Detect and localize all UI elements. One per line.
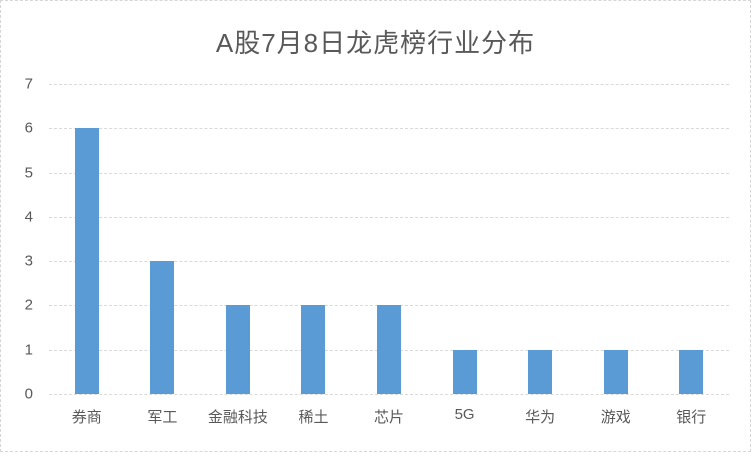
bar-slot bbox=[578, 84, 654, 394]
bar bbox=[225, 305, 250, 394]
y-tick-label: 2 bbox=[24, 296, 33, 314]
gridline bbox=[49, 84, 729, 85]
x-axis-label: 银行 bbox=[676, 409, 707, 426]
y-tick-label: 6 bbox=[24, 119, 33, 137]
x-axis-label: 金融科技 bbox=[207, 409, 268, 426]
bar-slot bbox=[276, 84, 352, 394]
y-tick-label: 1 bbox=[24, 341, 33, 359]
x-axis-label: 芯片 bbox=[374, 409, 405, 426]
bar bbox=[603, 349, 628, 394]
x-axis: 券商 军工 金融科技 稀土 芯片 5G 华为 游戏 银行 bbox=[49, 406, 729, 427]
x-axis-label: 军工 bbox=[147, 409, 178, 426]
y-tick-label: 5 bbox=[24, 164, 33, 182]
bar bbox=[301, 305, 326, 394]
x-axis-label: 游戏 bbox=[600, 409, 631, 426]
gridline bbox=[49, 216, 729, 218]
x-axis-label: 券商 bbox=[71, 409, 102, 426]
x-axis-label: 稀土 bbox=[298, 409, 329, 426]
bar-slot bbox=[351, 84, 427, 394]
bar-slot bbox=[502, 84, 578, 394]
gridline bbox=[49, 172, 729, 174]
y-tick-label: 0 bbox=[24, 385, 33, 403]
bar bbox=[377, 305, 402, 394]
chart-title: A股7月8日龙虎榜行业分布 bbox=[215, 28, 536, 58]
bar bbox=[452, 349, 477, 394]
gridline bbox=[49, 261, 729, 263]
bar-slot bbox=[654, 84, 730, 394]
bar-slot bbox=[200, 84, 276, 394]
bar bbox=[150, 261, 175, 394]
y-axis: 0 1 2 3 4 5 6 7 bbox=[1, 76, 39, 403]
x-axis-label: 5G bbox=[454, 406, 475, 423]
plot-area bbox=[49, 84, 729, 395]
bar bbox=[74, 128, 99, 394]
y-tick-label: 4 bbox=[24, 208, 33, 226]
bar-slot bbox=[125, 84, 201, 394]
y-tick-label: 7 bbox=[24, 75, 33, 93]
bar-slot bbox=[427, 84, 503, 394]
gridline bbox=[49, 128, 729, 130]
x-axis-label: 华为 bbox=[525, 409, 556, 426]
bar bbox=[679, 349, 704, 394]
bar-slot bbox=[49, 84, 125, 394]
bar-series bbox=[49, 84, 729, 394]
y-tick-label: 3 bbox=[24, 252, 33, 270]
bar bbox=[528, 349, 553, 394]
gridline bbox=[49, 394, 729, 395]
